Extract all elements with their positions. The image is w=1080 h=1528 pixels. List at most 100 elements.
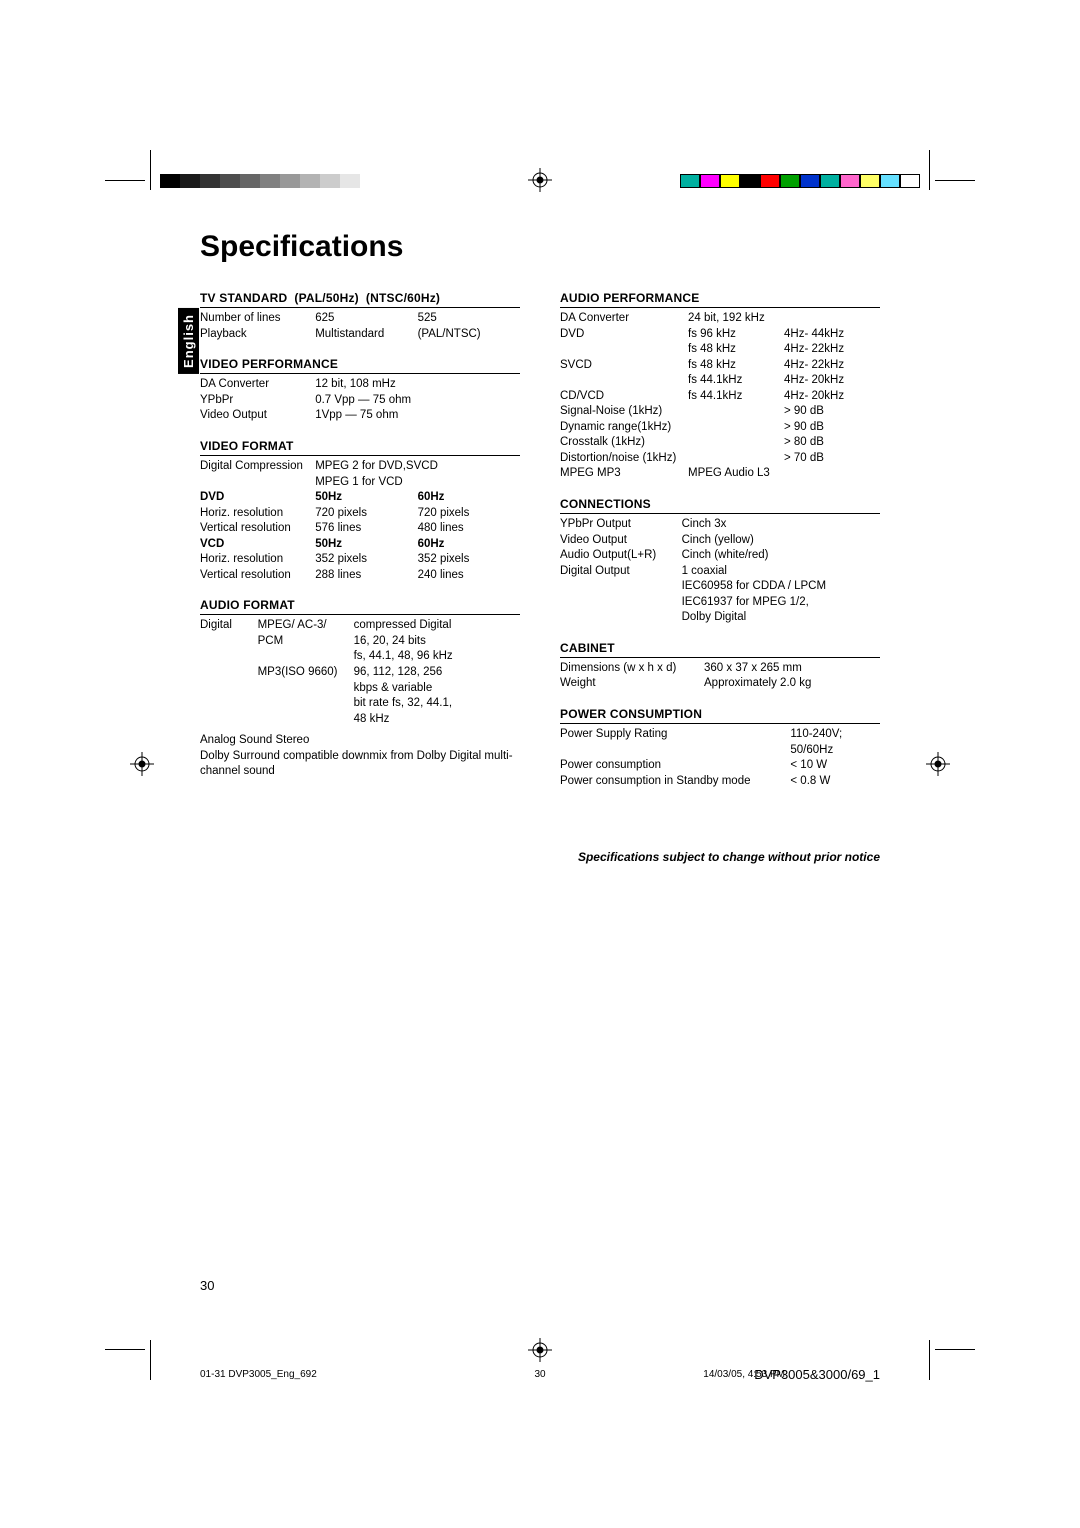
section-video-performance: VIDEO PERFORMANCE bbox=[200, 356, 520, 374]
cell: 1 coaxial bbox=[682, 564, 880, 580]
grayscale-colorbar bbox=[160, 174, 420, 190]
cell: Digital Output bbox=[560, 564, 682, 580]
registration-mark-icon bbox=[926, 752, 950, 776]
cell: 4Hz- 20kHz bbox=[784, 373, 880, 389]
cell: MPEG 1 for VCD bbox=[315, 475, 520, 491]
color-swatch bbox=[820, 174, 840, 188]
cell: 4Hz- 20kHz bbox=[784, 389, 880, 405]
tv-standard-table: Number of lines625525PlaybackMultistanda… bbox=[200, 311, 520, 342]
cell: 240 lines bbox=[418, 568, 520, 584]
cell bbox=[200, 665, 258, 681]
cell: MPEG MP3 bbox=[560, 466, 688, 482]
cell: MP3(ISO 9660) bbox=[258, 665, 354, 681]
video-format-table: Digital Compression MPEG 2 for DVD,SVCD … bbox=[200, 459, 520, 583]
color-swatch bbox=[200, 174, 220, 188]
cell: MPEG Audio L3 bbox=[688, 466, 784, 482]
color-swatch bbox=[880, 174, 900, 188]
color-swatch bbox=[320, 174, 340, 188]
cell: MPEG/ AC-3/ bbox=[258, 618, 354, 634]
cell: Power Supply Rating bbox=[560, 727, 790, 743]
cell: 0.7 Vpp — 75 ohm bbox=[315, 393, 520, 409]
cell: YPbPr Output bbox=[560, 517, 682, 533]
section-audio-performance: AUDIO PERFORMANCE bbox=[560, 290, 880, 308]
color-swatch bbox=[240, 174, 260, 188]
cell: compressed Digital bbox=[354, 618, 520, 634]
table-row: Dynamic range(1kHz)> 90 dB bbox=[560, 420, 880, 436]
table-row: Power Supply Rating110-240V; bbox=[560, 727, 880, 743]
power-table: Power Supply Rating110-240V;50/60HzPower… bbox=[560, 727, 880, 789]
cell: Cinch 3x bbox=[682, 517, 880, 533]
cell bbox=[784, 311, 880, 327]
color-swatch bbox=[860, 174, 880, 188]
audio-performance-table: DA Converter24 bit, 192 kHzDVDfs 96 kHz4… bbox=[560, 311, 880, 482]
cell: 625 bbox=[315, 311, 417, 327]
table-row: bit rate fs, 32, 44.1, bbox=[200, 696, 520, 712]
table-row: SVCDfs 48 kHz4Hz- 22kHz bbox=[560, 358, 880, 374]
table-row: fs, 44.1, 48, 96 kHz bbox=[200, 649, 520, 665]
imprint-left: 01-31 DVP3005_Eng_692 bbox=[200, 1369, 317, 1380]
table-row: YPbPr0.7 Vpp — 75 ohm bbox=[200, 393, 520, 409]
cell bbox=[560, 610, 682, 626]
section-audio-format: AUDIO FORMAT bbox=[200, 597, 520, 615]
cell: Weight bbox=[560, 676, 704, 692]
cell: DA Converter bbox=[560, 311, 688, 327]
cell: bit rate fs, 32, 44.1, bbox=[354, 696, 520, 712]
cell: 576 lines bbox=[315, 521, 417, 537]
cell: fs 44.1kHz bbox=[688, 373, 784, 389]
cell: DVD bbox=[200, 490, 315, 506]
cell: Dynamic range(1kHz) bbox=[560, 420, 688, 436]
cell: Horiz. resolution bbox=[200, 506, 315, 522]
cell: fs 48 kHz bbox=[688, 358, 784, 374]
table-row: Dimensions (w x h x d)360 x 37 x 265 mm bbox=[560, 661, 880, 677]
crop-mark bbox=[105, 180, 145, 181]
color-swatch bbox=[760, 174, 780, 188]
table-row: Distortion/noise (1kHz)> 70 dB bbox=[560, 451, 880, 467]
cell bbox=[200, 712, 258, 728]
table-row: Horiz. resolution352 pixels352 pixels bbox=[200, 552, 520, 568]
cell: < 0.8 W bbox=[790, 774, 880, 790]
page-number: 30 bbox=[200, 1278, 214, 1293]
table-row: Audio Output(L+R)Cinch (white/red) bbox=[560, 548, 880, 564]
crop-mark bbox=[150, 1340, 151, 1380]
section-power: POWER CONSUMPTION bbox=[560, 706, 880, 724]
cell: 50Hz bbox=[315, 537, 417, 553]
table-row: Video Output1Vpp — 75 ohm bbox=[200, 408, 520, 424]
language-tab: English bbox=[178, 308, 199, 374]
cell: Audio Output(L+R) bbox=[560, 548, 682, 564]
crop-mark bbox=[105, 1349, 145, 1350]
cell: Vertical resolution bbox=[200, 521, 315, 537]
cell: Horiz. resolution bbox=[200, 552, 315, 568]
video-performance-table: DA Converter12 bit, 108 mHzYPbPr0.7 Vpp … bbox=[200, 377, 520, 424]
cell: 50/60Hz bbox=[790, 743, 880, 759]
cell: CD/VCD bbox=[560, 389, 688, 405]
page-content: Specifications TV STANDARD (PAL/50Hz) (N… bbox=[200, 230, 880, 1298]
cell bbox=[258, 681, 354, 697]
col-label: (NTSC/60Hz) bbox=[366, 291, 440, 305]
color-swatch bbox=[740, 174, 760, 188]
crop-mark bbox=[935, 180, 975, 181]
cell: Power consumption bbox=[560, 758, 790, 774]
registration-mark-icon bbox=[528, 168, 552, 192]
audio-format-note: Analog Sound Stereo bbox=[200, 733, 520, 749]
cell: 60Hz bbox=[418, 537, 520, 553]
color-swatch bbox=[180, 174, 200, 188]
table-row: Vertical resolution576 lines480 lines bbox=[200, 521, 520, 537]
cell: 16, 20, 24 bits bbox=[354, 634, 520, 650]
table-row: WeightApproximately 2.0 kg bbox=[560, 676, 880, 692]
table-row: DVD 50Hz 60Hz bbox=[200, 490, 520, 506]
color-swatch bbox=[700, 174, 720, 188]
connections-table: YPbPr OutputCinch 3xVideo OutputCinch (y… bbox=[560, 517, 880, 626]
cell bbox=[200, 634, 258, 650]
cell: Multistandard bbox=[315, 327, 417, 343]
table-row: CD/VCDfs 44.1kHz4Hz- 20kHz bbox=[560, 389, 880, 405]
cell: 4Hz- 44kHz bbox=[784, 327, 880, 343]
table-row: Digital Compression MPEG 2 for DVD,SVCD bbox=[200, 459, 520, 475]
table-row: YPbPr OutputCinch 3x bbox=[560, 517, 880, 533]
color-swatch bbox=[280, 174, 300, 188]
cell bbox=[200, 696, 258, 712]
cell: < 10 W bbox=[790, 758, 880, 774]
cell: 720 pixels bbox=[418, 506, 520, 522]
table-row: Vertical resolution288 lines240 lines bbox=[200, 568, 520, 584]
table-row: 50/60Hz bbox=[560, 743, 880, 759]
cell: 60Hz bbox=[418, 490, 520, 506]
